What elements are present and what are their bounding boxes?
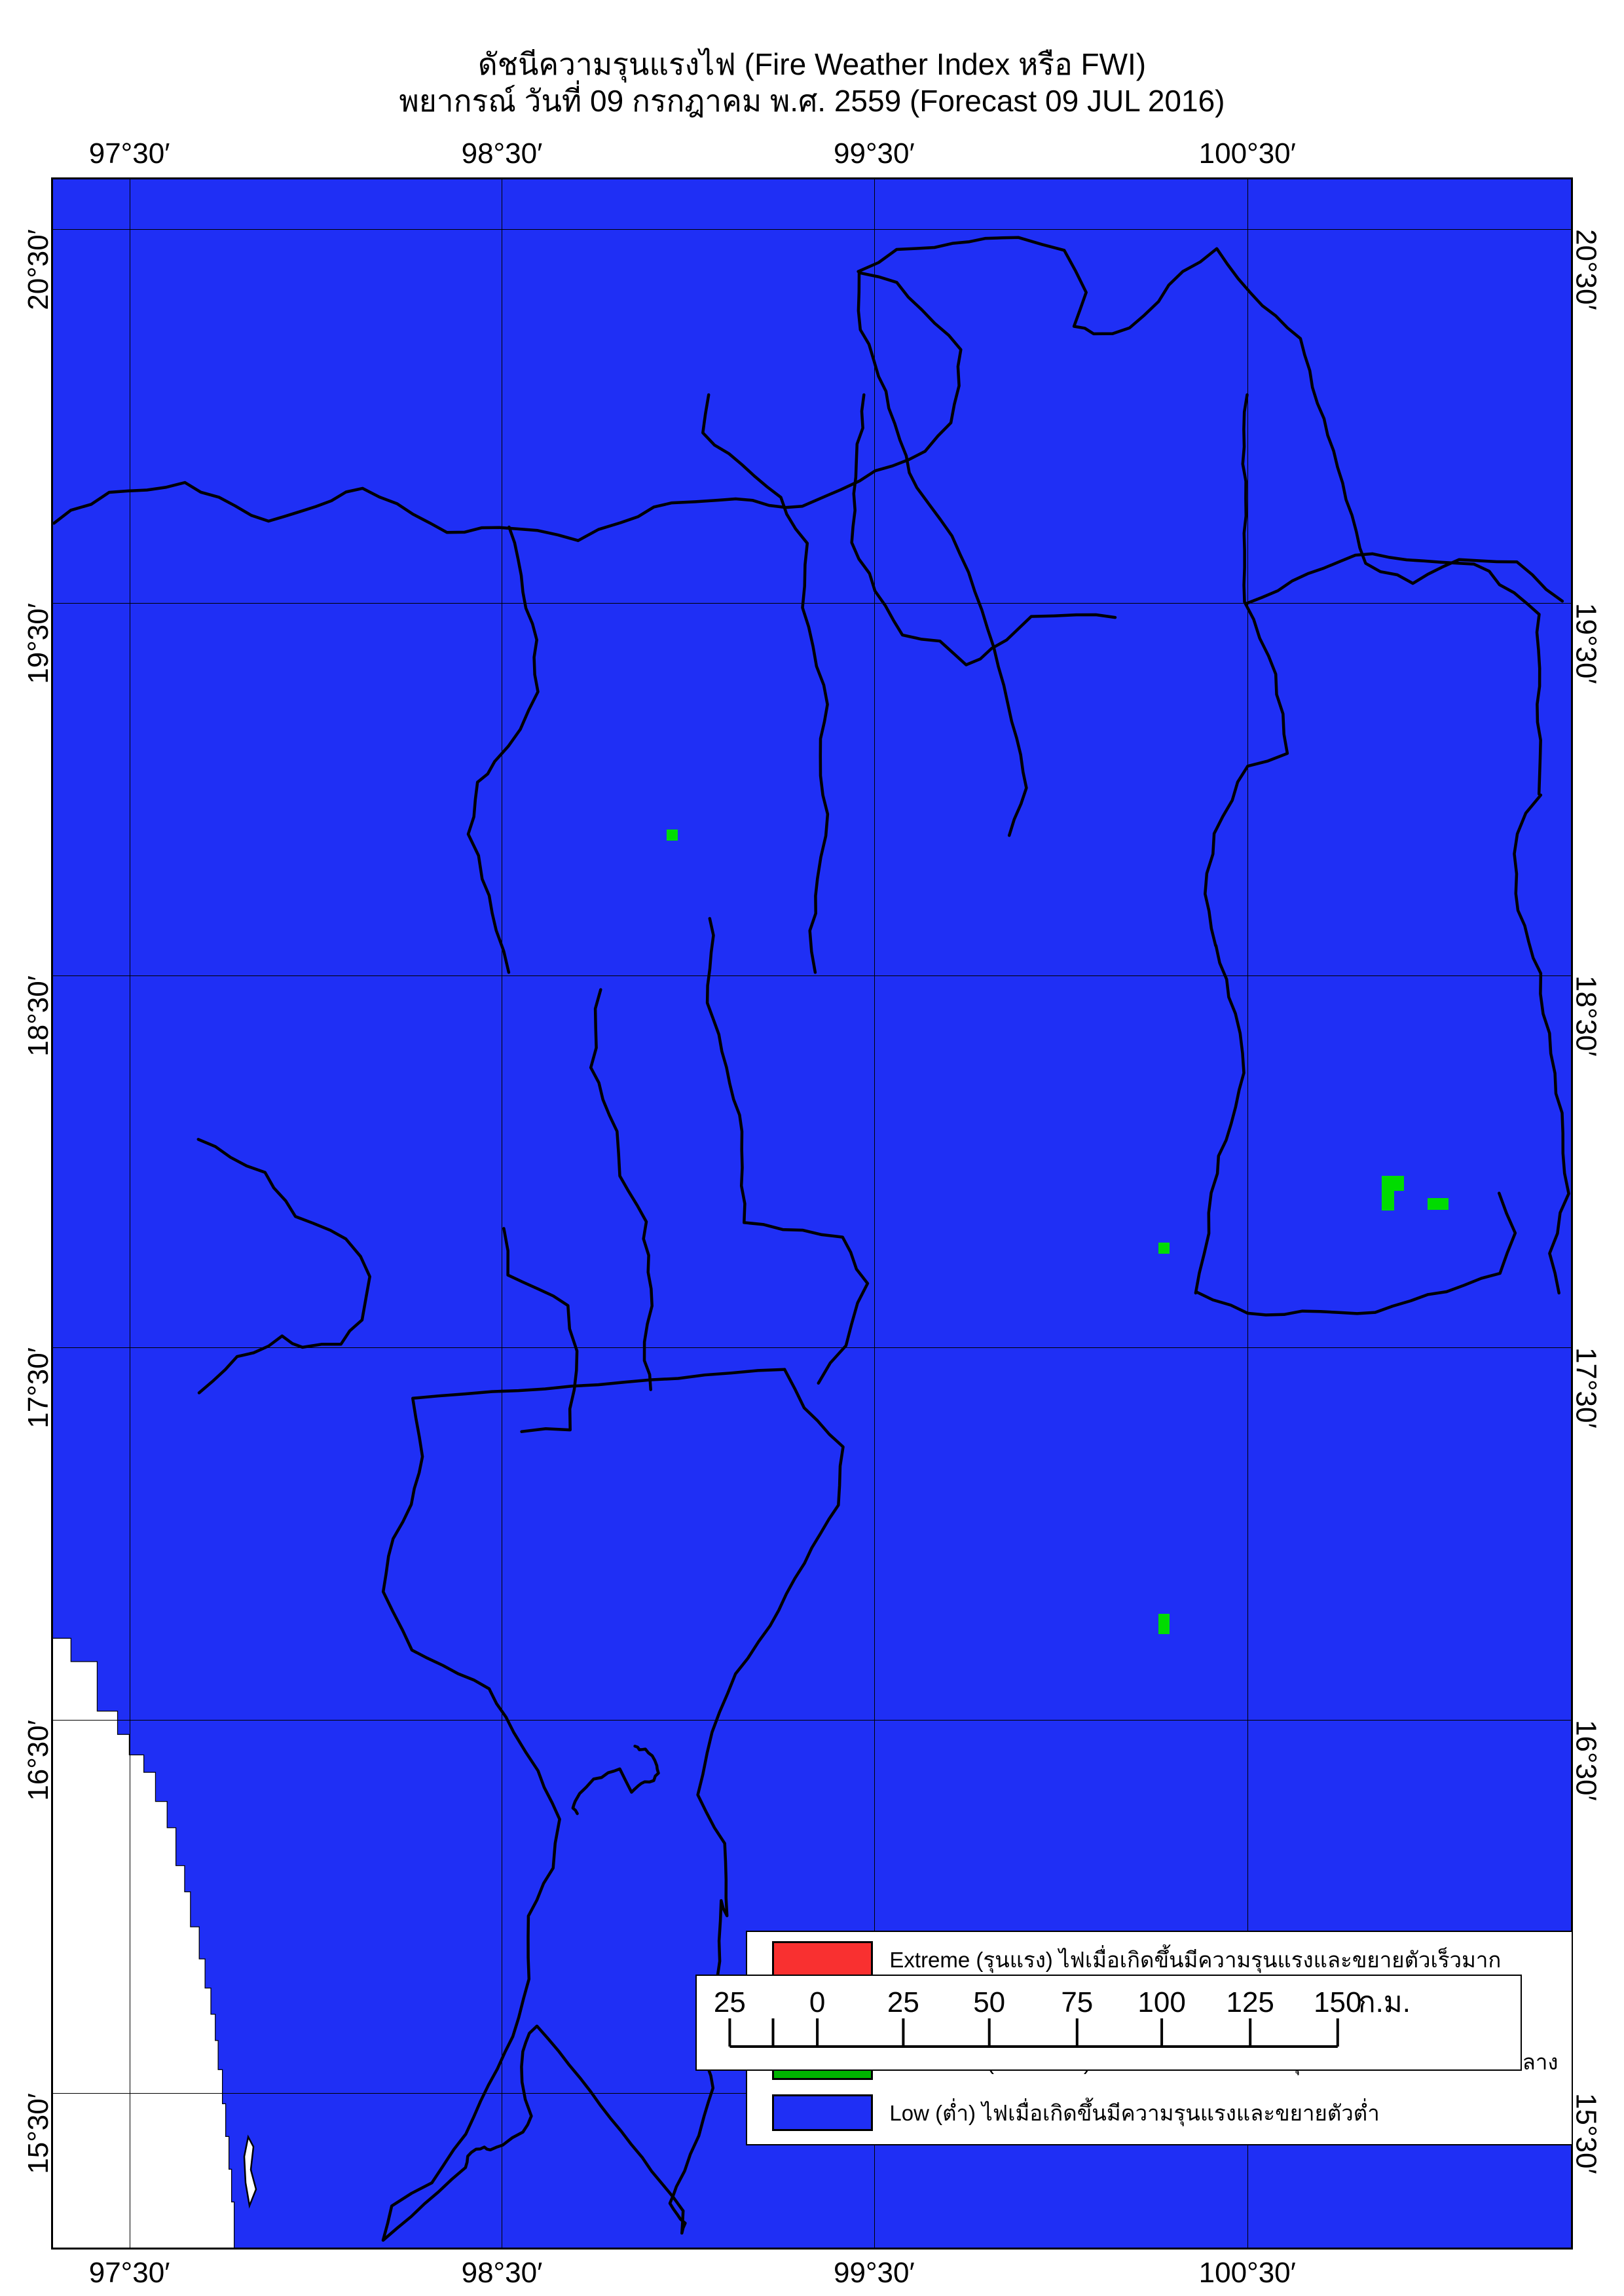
svg-text:150: 150	[1314, 1986, 1361, 2018]
svg-text:0: 0	[809, 1986, 825, 2018]
svg-text:125: 125	[1226, 1986, 1274, 2018]
svg-text:25: 25	[887, 1986, 919, 2018]
svg-text:25: 25	[714, 1986, 746, 2018]
svg-text:ก.ม.: ก.ม.	[1358, 1986, 1411, 2018]
svg-text:75: 75	[1061, 1986, 1093, 2018]
svg-text:50: 50	[973, 1986, 1005, 2018]
svg-text:100: 100	[1137, 1986, 1185, 2018]
